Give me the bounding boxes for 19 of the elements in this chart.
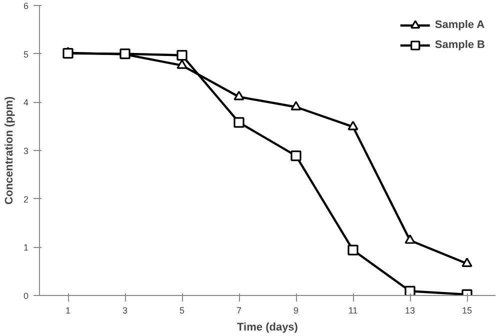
x-tick-label: 5 <box>179 306 185 316</box>
y-tick-label: 0 <box>23 291 29 301</box>
x-tick-label: 3 <box>122 306 128 316</box>
y-tick-label: 1 <box>23 242 29 253</box>
x-tick-label: 1 <box>65 306 71 316</box>
y-axis-title: Concentration (ppm) <box>3 96 16 205</box>
y-tick-label: 6 <box>23 1 29 11</box>
x-axis-title: Time (days) <box>237 322 298 334</box>
x-tick-label: 15 <box>462 306 472 316</box>
x-tick-label: 11 <box>348 306 358 316</box>
y-tick-label: 5 <box>23 49 29 60</box>
x-tick-label: 9 <box>293 306 299 316</box>
legend-label: Sample A <box>434 19 485 31</box>
x-tick-label: 7 <box>236 306 242 316</box>
y-tick-label: 2 <box>23 194 29 204</box>
y-tick-label: 3 <box>23 146 29 156</box>
y-tick-label: 4 <box>23 98 29 108</box>
x-tick-label: 13 <box>404 306 416 316</box>
legend-label: Sample B <box>434 39 485 51</box>
